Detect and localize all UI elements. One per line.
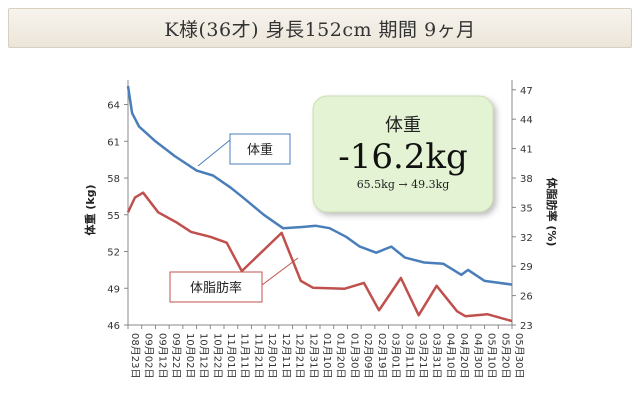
right-tick-label: 44 (520, 115, 533, 126)
x-tick-label: 05月20日 (499, 333, 511, 378)
right-tick-label: 41 (520, 145, 533, 156)
x-tick-label: 10月12日 (198, 333, 210, 378)
x-tick-label: 03月11日 (403, 333, 415, 378)
left-tick-label: 52 (107, 248, 120, 259)
x-tick-label: 08月23日 (129, 333, 141, 378)
bodyfat-series-line (126, 191, 513, 323)
right-tick-label: 23 (520, 321, 533, 332)
x-tick-label: 11月01日 (225, 333, 237, 378)
x-tick-label: 03月31日 (431, 333, 443, 378)
bodyfat-callout-label: 体脂肪率 (190, 280, 242, 296)
summary-label: 体重 (385, 115, 421, 136)
weight-series-line (126, 85, 513, 286)
bodyfat-callout-leader (261, 257, 299, 286)
left-tick-label: 46 (107, 321, 120, 332)
right-tick-label: 35 (520, 203, 533, 214)
x-tick-label: 12月01日 (266, 333, 278, 378)
right-tick-label: 47 (520, 86, 533, 97)
weight-callout-label: 体重 (247, 142, 273, 158)
summary-detail: 65.5kg → 49.3kg (357, 178, 450, 191)
x-tick-label: 12月31日 (307, 333, 319, 378)
left-axis-title: 体重 (kg) (83, 184, 97, 235)
left-tick-label: 58 (107, 174, 120, 185)
x-tick-label: 11月11日 (239, 333, 251, 378)
series-lines (126, 85, 513, 323)
right-axis-ticks: 23 26 29 32 35 38 41 44 47 (512, 86, 533, 332)
left-tick-label: 49 (107, 284, 120, 295)
x-tick-label: 01月20日 (335, 333, 347, 378)
left-tick-label: 61 (107, 137, 120, 148)
bodyfat-callout-box (169, 271, 263, 303)
x-tick-label: 09月02日 (143, 333, 155, 378)
x-tick-label: 04月10日 (444, 333, 456, 378)
x-tick-label: 04月30日 (472, 333, 484, 378)
x-tick-label: 10月22日 (211, 333, 223, 378)
weight-callout-leader (197, 139, 231, 167)
x-tick-label: 05月10日 (486, 333, 498, 378)
summary-box (312, 95, 494, 213)
right-tick-label: 38 (520, 174, 533, 185)
x-tick-label: 02月09日 (362, 333, 374, 378)
left-tick-label: 64 (107, 101, 120, 112)
right-axis-title: 体脂肪率 (%) (545, 178, 559, 247)
right-tick-label: 32 (520, 233, 533, 244)
x-tick-label: 12月21日 (294, 333, 306, 378)
x-tick-label: 01月30日 (348, 333, 360, 378)
left-tick-label: 55 (107, 211, 120, 222)
x-tick-label: 12月11日 (280, 333, 292, 378)
weight-callout-box (229, 133, 291, 165)
x-tick-label: 09月12日 (156, 333, 168, 378)
x-tick-label: 11月21日 (252, 333, 264, 378)
x-tick-label: 09月22日 (170, 333, 182, 378)
x-tick-label: 04月20日 (458, 333, 470, 378)
x-tick-label: 03月01日 (390, 333, 402, 378)
x-tick-label: 02月19日 (376, 333, 388, 378)
x-axis-ticks: 08月23日 09月02日 09月12日 09月22日 10月02日 10月12日 10月2… (127, 325, 525, 378)
x-tick-label: 03月21日 (417, 333, 429, 378)
x-tick-label: 10月02日 (184, 333, 196, 378)
summary-change: -16.2kg (338, 137, 468, 177)
x-tick-label: 05月30日 (513, 333, 525, 378)
x-tick-label: 01月10日 (321, 333, 333, 378)
page-title: K様(36才) 身長152cm 期間 9ヶ月 (164, 18, 476, 41)
left-axis-ticks: 46 49 52 55 58 61 64 (107, 101, 128, 332)
right-tick-label: 26 (520, 292, 533, 303)
title-band: K様(36才) 身長152cm 期間 9ヶ月 (8, 8, 632, 48)
right-tick-label: 29 (520, 262, 533, 273)
